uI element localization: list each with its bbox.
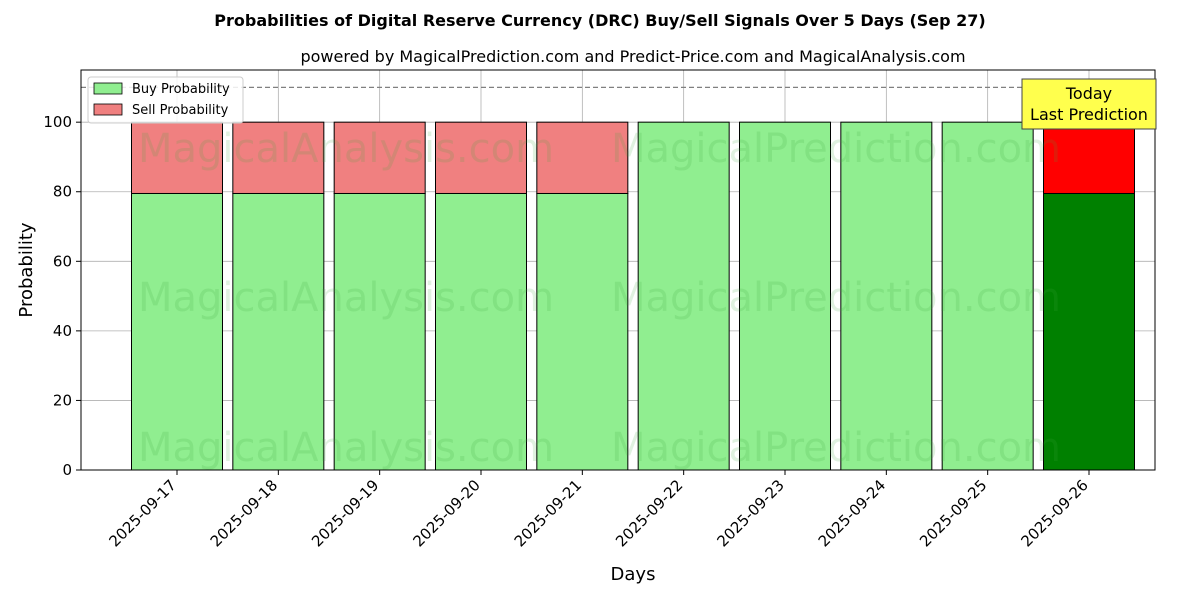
x-axis-label: Days [611,564,656,585]
chart-title: Probabilities of Digital Reserve Currenc… [214,11,985,30]
legend-label-sell: Sell Probability [132,103,229,118]
y-tick-label: 60 [53,252,72,270]
legend: Buy Probability Sell Probability [87,76,244,124]
x-tick-label: 2025-09-26 [1017,476,1091,550]
bar-buy [536,192,629,471]
annotation-line-2: Last Prediction [1030,105,1148,124]
plot-frame [80,69,1156,471]
chart-subtitle: powered by MagicalPrediction.com and Pre… [300,47,965,66]
bar-buy [840,121,933,471]
bar-buy [131,192,223,471]
bar-buy [1043,192,1135,471]
legend-label-buy: Buy Probability [132,82,230,97]
watermark-analysis: MagicalAnalysis.com [138,275,554,321]
bar-sell [1043,121,1135,194]
bar-sell [435,121,527,194]
legend-swatch-buy [93,82,123,95]
bar-sell [232,121,325,194]
watermark-prediction: MagicalPrediction.com [611,275,1061,321]
x-tick-label: 2025-09-23 [713,476,787,550]
y-axis-label: Probability [16,222,37,317]
y-tick-label: 80 [53,183,72,201]
bar-buy [435,192,527,471]
bar-buy [941,121,1034,471]
bar-sell [131,121,223,194]
watermark-prediction: MagicalPrediction.com [611,126,1061,172]
annotation-line-1: Today [1065,84,1112,103]
watermarks: MagicalAnalysis.com MagicalPrediction.com… [138,126,1061,471]
x-tick-label: 2025-09-19 [308,476,382,550]
y-tick-label: 20 [53,391,72,409]
y-tick-label: 0 [62,461,72,479]
watermark-analysis: MagicalAnalysis.com [138,425,554,471]
today-annotation: Today Last Prediction [1021,78,1157,130]
bar-sell [333,121,426,194]
watermark-analysis: MagicalAnalysis.com [138,126,554,172]
y-tick-label: 100 [43,113,72,131]
y-tick-label: 40 [53,322,72,340]
annotation-box [1021,78,1157,130]
legend-box [87,76,244,124]
legend-swatch-sell [93,103,123,116]
x-tick-label: 2025-09-24 [815,476,889,550]
x-tick-label: 2025-09-22 [612,476,686,550]
bars [131,121,1135,471]
x-axis-ticks: 2025-09-17 2025-09-18 2025-09-19 2025-09-20… [105,470,1092,550]
bar-buy [739,121,831,471]
x-tick-label: 2025-09-18 [207,476,281,550]
x-tick-label: 2025-09-20 [409,476,483,550]
x-tick-label: 2025-09-25 [916,476,990,550]
x-tick-label: 2025-09-17 [105,476,179,550]
x-tick-label: 2025-09-21 [511,476,585,550]
y-axis-ticks: 0 20 40 60 80 100 [43,113,81,479]
bar-buy [333,192,426,471]
bar-buy [637,121,730,471]
bar-sell [536,121,629,194]
watermark-prediction: MagicalPrediction.com [611,425,1061,471]
